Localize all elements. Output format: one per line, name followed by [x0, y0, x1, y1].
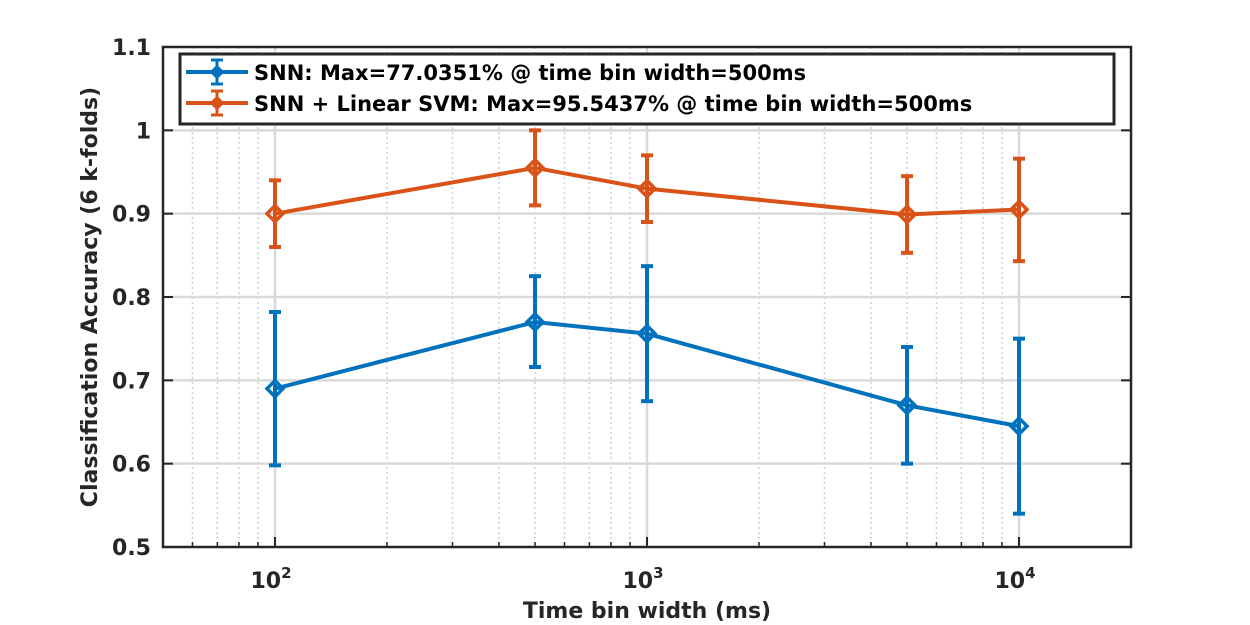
y-tick-label: 1 [136, 119, 151, 144]
y-tick-label: 0.7 [112, 369, 151, 394]
y-tick-label: 0.8 [112, 286, 151, 311]
legend-item-2: SNN + Linear SVM: Max=95.5437% @ time bi… [186, 89, 972, 117]
y-tick-label: 1.1 [112, 36, 151, 61]
data-point-marker [636, 178, 658, 200]
legend-item-1: SNN: Max=77.0351% @ time bin width=500ms [186, 58, 806, 86]
data-point-marker [264, 378, 286, 400]
data-point-marker [524, 311, 546, 333]
legend: SNN: Max=77.0351% @ time bin width=500ms… [178, 52, 1116, 126]
data-point-marker [636, 323, 658, 345]
y-axis-label: Classification Accuracy (6 k-folds) [78, 87, 103, 507]
data-point-marker [264, 203, 286, 225]
data-point-marker [896, 394, 918, 416]
legend-box [178, 52, 1116, 126]
series-1 [264, 264, 1030, 516]
legend-marker [209, 64, 225, 80]
series-2 [264, 128, 1030, 264]
y-tick-label: 0.5 [112, 536, 151, 561]
data-point-marker [1008, 415, 1030, 437]
x-tick-label: 103 [622, 564, 663, 594]
x-tick-label: 104 [994, 564, 1035, 594]
data-point-marker [1008, 199, 1030, 220]
y-tick-label: 0.9 [112, 203, 151, 228]
y-tick-label: 0.6 [112, 453, 151, 478]
data-point-marker [896, 204, 918, 225]
ticks: 102 103 104 0.5 0.6 0.7 0.8 0.9 1 1.1 [112, 36, 1131, 594]
series-layer [264, 128, 1030, 516]
data-point-marker [524, 157, 546, 179]
x-axis-label: Time bin width (ms) [523, 599, 771, 624]
legend-marker [209, 95, 225, 111]
legend-label: SNN: Max=77.0351% @ time bin width=500ms [254, 61, 806, 85]
x-tick-label: 102 [250, 564, 291, 594]
legend-label: SNN + Linear SVM: Max=95.5437% @ time bi… [254, 92, 972, 116]
